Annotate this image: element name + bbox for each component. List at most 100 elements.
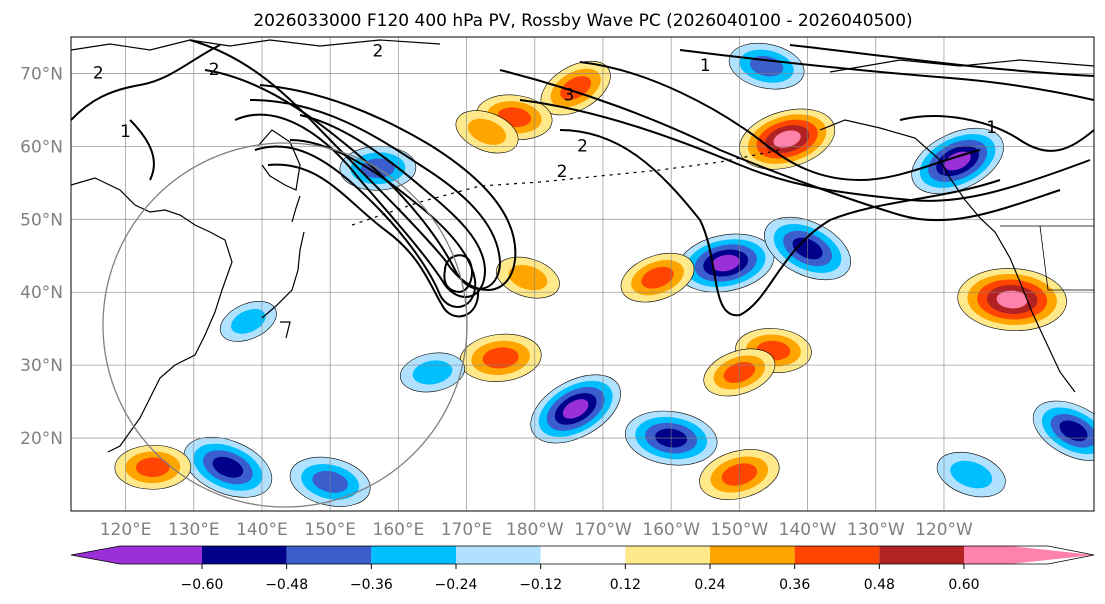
pv-anomaly-band	[212, 456, 244, 478]
pv-anomaly	[936, 451, 1006, 498]
north-coastline	[71, 39, 1094, 73]
colorbar-swatch	[710, 546, 795, 564]
contour-label: 1	[700, 56, 711, 76]
japan-coastline	[261, 231, 305, 339]
colorbar-outline	[70, 545, 1095, 565]
contour-label-text: 2	[577, 136, 588, 156]
pv-anomaly	[455, 110, 519, 154]
kamchatka-coastline	[257, 129, 301, 191]
contour-label-text: 2	[209, 60, 220, 80]
lon-tick-label: 140°E	[236, 520, 288, 540]
pv-contour	[519, 99, 1091, 202]
colorbar-swatch	[540, 546, 626, 564]
lon-tick-label: 130°E	[168, 520, 220, 540]
pv-anomaly-band	[412, 360, 453, 385]
pv-anomaly-band	[944, 151, 971, 171]
map-frame	[70, 36, 1095, 512]
colorbar-swatch	[879, 546, 964, 564]
pv-contour	[789, 44, 1094, 77]
colorbar-tick-label: −0.60	[181, 577, 224, 593]
contour-label: 1	[986, 118, 997, 138]
pv-contours	[71, 39, 1094, 318]
lon-tick-label: 170°W	[574, 520, 632, 540]
pv-anomaly	[183, 436, 273, 498]
contour-label-text: 2	[557, 162, 568, 182]
aleutian-islands	[351, 149, 781, 226]
pv-anomaly	[530, 374, 621, 444]
contour-label: 2	[209, 60, 220, 80]
colorbar: −0.60 −0.48 −0.36 −0.24 −0.12 0.12 0.24 0.36 0.4…	[70, 545, 1095, 593]
pv-anomaly-band	[996, 290, 1028, 309]
colorbar-swatch	[456, 546, 541, 564]
pv-anomaly	[399, 352, 465, 393]
colorbar-tick-label: 0.60	[948, 577, 979, 593]
pv-contour	[71, 44, 221, 121]
contour-label: 2	[372, 42, 383, 62]
pv-contour	[189, 39, 517, 291]
contour-label-text: 1	[700, 56, 711, 76]
colorbar-swatch	[202, 546, 287, 564]
domain-circle	[102, 142, 468, 508]
pv-contour	[443, 254, 473, 294]
asia-coastline	[71, 177, 233, 453]
contour-label: 3	[563, 85, 574, 105]
contour-label: 2	[557, 162, 568, 182]
pv-anomaly-band	[135, 457, 170, 478]
chart-title: 2026033000 F120 400 hPa PV, Rossby Wave …	[253, 11, 912, 31]
colorbar-tick-label: 0.24	[694, 577, 725, 593]
colorbar-swatch	[71, 546, 202, 564]
contour-label-text: 2	[93, 63, 104, 83]
lon-tick-label: 130°W	[847, 520, 905, 540]
lon-tick-label: 120°W	[915, 520, 973, 540]
lon-tick-label: 170°E	[441, 520, 493, 540]
pv-anomaly-band	[562, 399, 589, 419]
pv-anomaly-band	[711, 254, 740, 272]
pv-contour	[499, 69, 1061, 222]
pv-anomaly	[219, 301, 277, 342]
axis-ticks: 120°E 130°E 140°E 150°E 160°E 170°E 180°W 170°W…	[20, 64, 973, 540]
pv-anomaly	[459, 333, 542, 382]
lat-lon-grid	[71, 37, 1094, 511]
pv-anomaly-band	[482, 347, 519, 369]
colorbar-extend-max	[964, 546, 1094, 564]
colorbar-tick-label: −0.12	[519, 577, 562, 593]
pv-anomaly	[114, 444, 192, 490]
pv-anomaly-band	[641, 266, 674, 289]
us-border	[1000, 225, 1094, 291]
pv-anomaly-band	[1059, 420, 1088, 442]
contour-label-text: 1	[986, 118, 997, 138]
pv-contour	[234, 113, 487, 298]
pv-anomaly-band	[950, 460, 993, 489]
pv-anomaly-band	[773, 130, 801, 148]
pv-anomaly	[496, 256, 560, 299]
colorbar-swatch	[371, 546, 456, 564]
contour-label-text: 3	[563, 85, 574, 105]
pv-anomaly	[620, 252, 695, 303]
pv-anomaly-band	[508, 265, 548, 291]
pv-contour	[559, 129, 1001, 317]
lon-tick-label: 160°E	[373, 520, 425, 540]
pv-anomaly-band	[467, 118, 507, 145]
colorbar-swatch	[625, 546, 710, 564]
lat-tick-label: 20°N	[20, 429, 63, 449]
contour-label-text: 1	[120, 122, 131, 142]
lon-tick-label: 140°W	[779, 520, 837, 540]
lat-tick-label: 40°N	[20, 283, 63, 303]
contour-label: 2	[577, 136, 588, 156]
colorbar-tick-label: −0.48	[265, 577, 308, 593]
lat-tick-label: 30°N	[20, 356, 63, 376]
pv-contour	[579, 61, 981, 182]
colorbar-swatch	[286, 546, 372, 564]
contour-label-text: 2	[372, 42, 383, 62]
pv-anomaly	[540, 60, 611, 116]
lon-tick-label: 160°W	[642, 520, 700, 540]
colorbar-tick-label: −0.24	[435, 577, 478, 593]
coastlines	[71, 39, 1094, 453]
pv-contour	[679, 49, 1094, 101]
pv-contour	[267, 163, 480, 318]
colorbar-swatch	[794, 546, 880, 564]
lon-tick-label: 150°W	[710, 520, 768, 540]
lon-tick-label: 180°W	[506, 520, 564, 540]
